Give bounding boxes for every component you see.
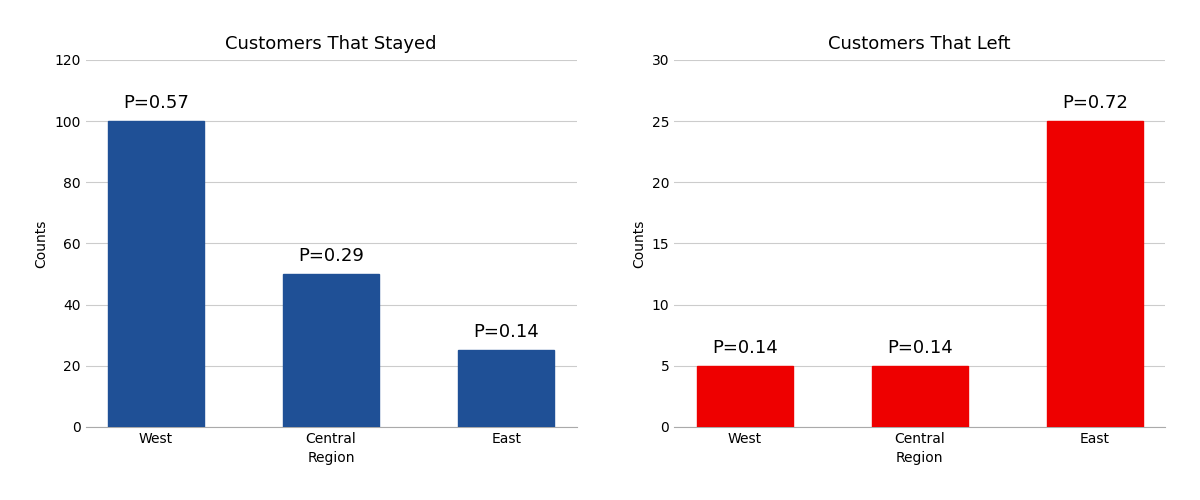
Title: Customers That Stayed: Customers That Stayed: [226, 34, 437, 52]
Bar: [871, 366, 968, 427]
Text: P=0.29: P=0.29: [298, 247, 364, 265]
Bar: [1046, 121, 1142, 427]
Y-axis label: Counts: Counts: [35, 219, 49, 268]
Bar: [283, 274, 379, 427]
Title: Customers That Left: Customers That Left: [828, 34, 1010, 52]
Text: P=0.14: P=0.14: [712, 338, 778, 356]
Y-axis label: Counts: Counts: [632, 219, 646, 268]
Text: P=0.57: P=0.57: [124, 94, 188, 112]
X-axis label: Region: Region: [896, 452, 943, 466]
Text: P=0.14: P=0.14: [887, 338, 953, 356]
Text: P=0.14: P=0.14: [473, 323, 539, 341]
X-axis label: Region: Region: [307, 452, 355, 466]
Bar: [108, 121, 204, 427]
Bar: [696, 366, 793, 427]
Bar: [458, 350, 554, 427]
Text: P=0.72: P=0.72: [1062, 94, 1128, 112]
